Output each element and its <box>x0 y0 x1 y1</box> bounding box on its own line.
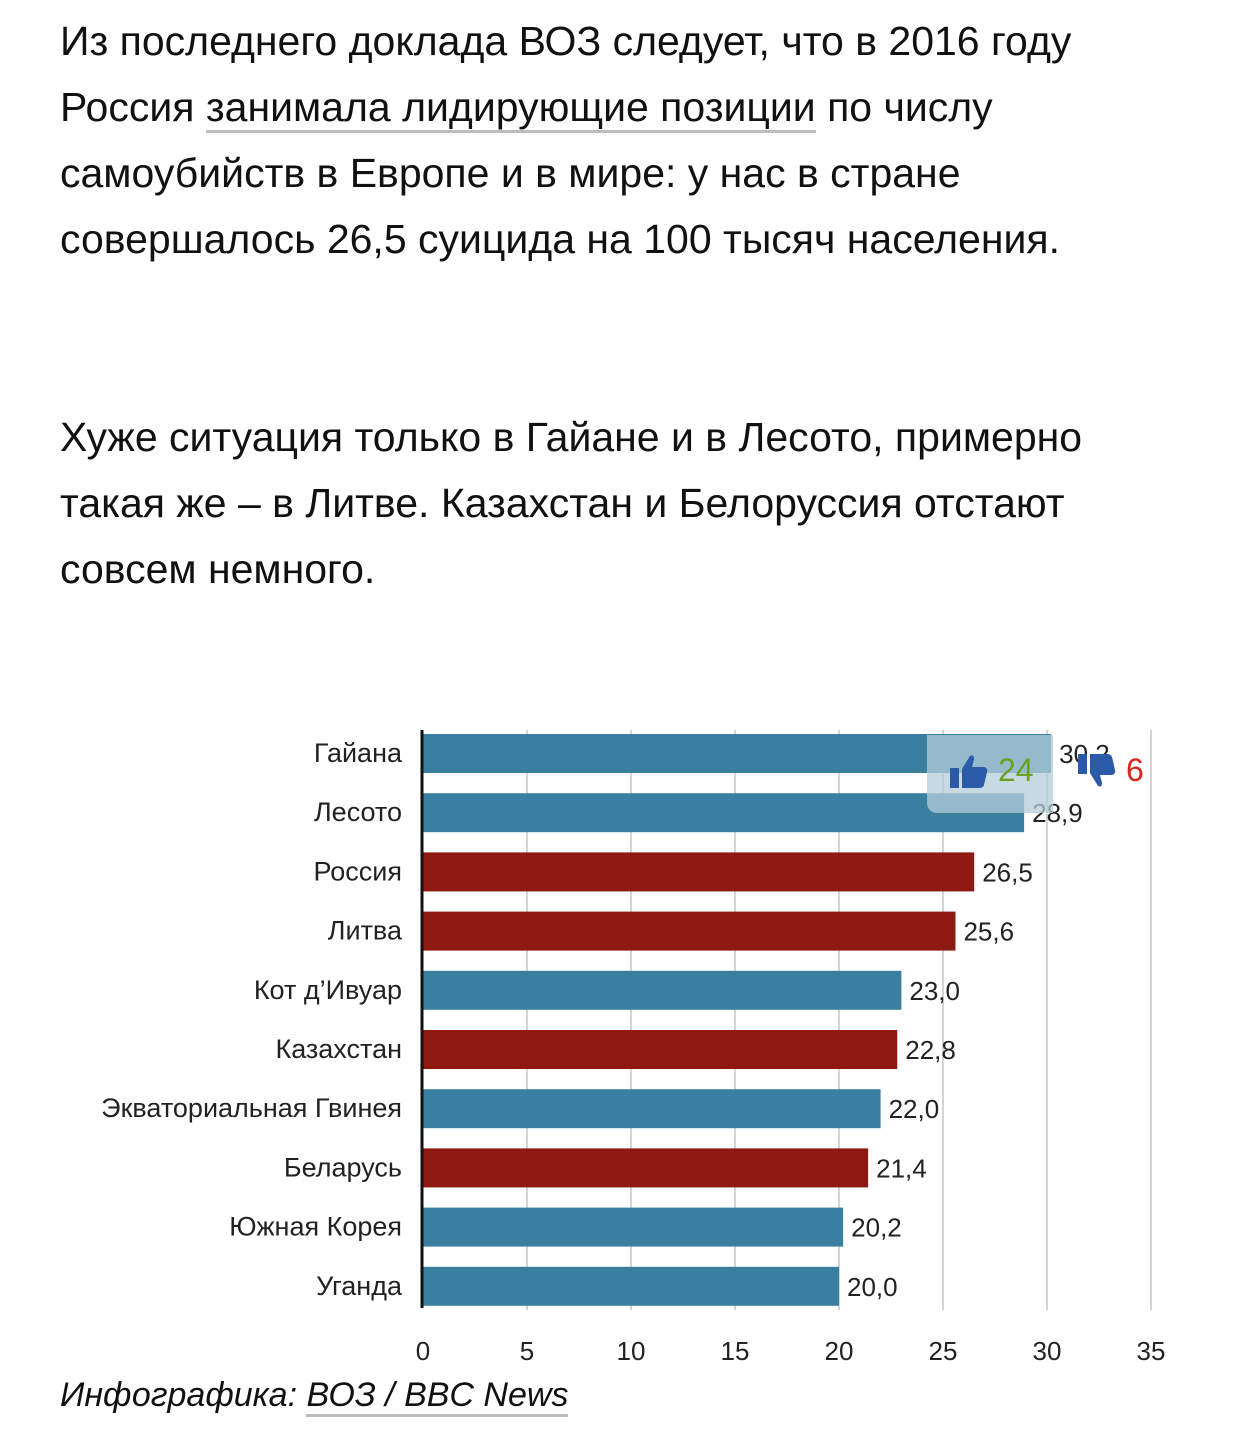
x-tick-label: 25 <box>929 1336 958 1366</box>
vote-up-count: 24 <box>998 752 1034 788</box>
category-label: Уганда <box>316 1271 403 1301</box>
article-paragraph-1: Из последнего доклада ВОЗ следует, что в… <box>60 8 1190 272</box>
vote-down-count: 6 <box>1126 752 1144 788</box>
article-link[interactable]: занимала лидирующие позиции <box>205 84 816 133</box>
thumbs-down-icon <box>1078 753 1116 787</box>
bar <box>423 911 956 951</box>
x-tick-label: 35 <box>1137 1336 1166 1366</box>
caption-prefix: Инфографика: <box>60 1376 307 1414</box>
paragraph-text: по числу самоубийств в Европе и в мире: … <box>60 84 1060 262</box>
bar-value-label: 26,5 <box>982 857 1033 887</box>
x-tick-label: 30 <box>1033 1336 1062 1366</box>
category-label: Россия <box>313 856 402 886</box>
vote-down-button[interactable]: 6 <box>1078 752 1144 789</box>
x-tick-labels: 0 5 10 15 20 25 30 35 <box>416 1336 1166 1366</box>
bar <box>423 970 902 1010</box>
bar-value-label: 20,2 <box>851 1213 902 1243</box>
bar <box>423 852 975 892</box>
x-tick-label: 5 <box>520 1336 534 1366</box>
category-label: Лесото <box>314 797 402 827</box>
x-tick-label: 10 <box>617 1336 646 1366</box>
category-labels: Гайана Лесото Россия Литва Кот д’Ивуар Казахс… <box>101 738 403 1301</box>
article-paragraph-2: Хуже ситуация только в Гайане и в Лесото… <box>60 414 1083 592</box>
bar <box>423 1207 844 1247</box>
bar-value-label: 22,8 <box>905 1035 956 1065</box>
bar-value-label: 21,4 <box>876 1153 927 1183</box>
bar <box>423 793 1025 833</box>
bar <box>423 1089 881 1129</box>
chart-caption: Инфографика: ВОЗ / BBC News <box>60 1376 569 1417</box>
bar-value-label: 23,0 <box>909 976 960 1006</box>
bar <box>423 1030 898 1069</box>
thumbs-up-icon <box>950 754 988 788</box>
category-label: Беларусь <box>284 1152 402 1182</box>
category-label: Казахстан <box>275 1034 402 1064</box>
x-tick-label: 15 <box>721 1336 750 1366</box>
x-tick-label: 20 <box>825 1336 854 1366</box>
category-label: Кот д’Ивуар <box>254 975 402 1005</box>
category-label: Литва <box>328 916 403 946</box>
bar <box>423 1266 839 1306</box>
category-label: Экваториальная Гвинея <box>101 1093 402 1123</box>
bar-value-label: 20,0 <box>847 1272 898 1302</box>
x-tick-label: 0 <box>416 1336 430 1366</box>
bar <box>423 1148 869 1188</box>
bar-value-label: 25,6 <box>963 917 1014 947</box>
category-label: Гайана <box>314 738 403 768</box>
bar-value-label: 22,0 <box>889 1094 940 1124</box>
caption-source-link[interactable]: ВОЗ / BBC News <box>306 1376 569 1417</box>
paragraph-text: Из последнего доклада ВОЗ следует, что в… <box>60 18 1072 130</box>
vote-up-button[interactable]: 24 <box>950 752 1034 789</box>
category-label: Южная Корея <box>229 1212 402 1242</box>
vote-widget <box>927 735 1053 813</box>
bar-chart: 30,228,926,525,623,022,822,021,420,220,0… <box>101 730 1166 1366</box>
